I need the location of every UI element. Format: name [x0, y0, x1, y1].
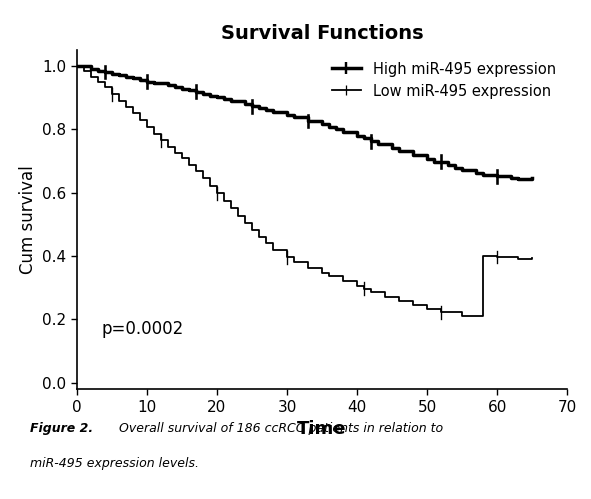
Text: Overall survival of 186 ccRCC patients in relation to: Overall survival of 186 ccRCC patients i…	[115, 422, 443, 435]
Text: Figure 2.: Figure 2.	[30, 422, 93, 435]
Text: miR-495 expression levels.: miR-495 expression levels.	[30, 457, 199, 470]
Legend: High miR-495 expression, Low miR-495 expression: High miR-495 expression, Low miR-495 exp…	[327, 57, 560, 103]
Title: Survival Functions: Survival Functions	[221, 24, 423, 43]
Text: p=0.0002: p=0.0002	[102, 320, 184, 338]
Y-axis label: Cum survival: Cum survival	[18, 165, 37, 274]
X-axis label: Time: Time	[297, 420, 347, 438]
